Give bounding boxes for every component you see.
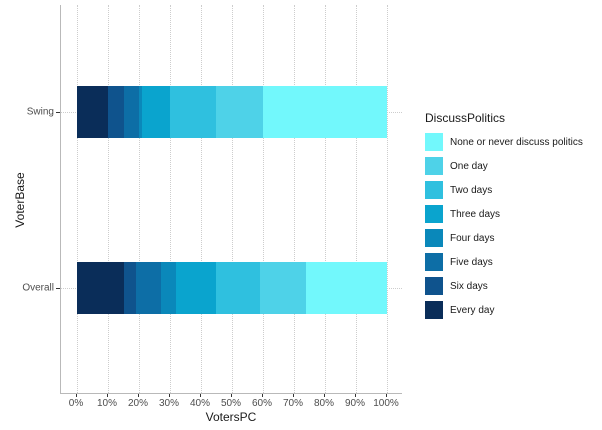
legend-label: Four days [450, 232, 495, 244]
bar-segment [306, 262, 387, 314]
y-category-label: Swing [26, 106, 54, 118]
legend-item: Three days [425, 205, 583, 223]
x-tick-mark [76, 394, 77, 397]
gridline-vertical [356, 5, 357, 393]
legend-title: DiscussPolitics [425, 111, 506, 125]
legend-label: Six days [450, 280, 488, 292]
x-tick-label: 50% [220, 398, 242, 409]
x-tick-label: 80% [313, 398, 335, 409]
gridline-vertical [294, 5, 295, 393]
x-tick-label: 10% [96, 398, 118, 409]
legend-item: None or never discuss politics [425, 133, 583, 151]
legend-item: Every day [425, 301, 583, 319]
x-tick-label: 60% [251, 398, 273, 409]
x-tick-mark [138, 394, 139, 397]
bar-segment [142, 86, 170, 138]
bar-segment [108, 86, 124, 138]
gridline-vertical [263, 5, 264, 393]
gridline-vertical [108, 5, 109, 393]
x-tick-mark [262, 394, 263, 397]
y-category-label: Overall [22, 282, 54, 294]
legend-label: Two days [450, 184, 493, 196]
gridline-vertical [387, 5, 388, 393]
legend-label: Three days [450, 208, 501, 220]
legend-item: Five days [425, 253, 583, 271]
x-axis-title: VotersPC [205, 410, 257, 424]
gridline-vertical [201, 5, 202, 393]
legend-swatch [425, 253, 443, 271]
bar-segment [135, 262, 161, 314]
x-tick-mark [231, 394, 232, 397]
gridline-vertical [77, 5, 78, 393]
gridline-vertical [139, 5, 140, 393]
gridline-vertical [232, 5, 233, 393]
legend-label: Every day [450, 304, 495, 316]
legend-item-list: None or never discuss politics One day Two… [425, 133, 583, 319]
x-tick-label: 0% [68, 398, 84, 409]
y-tick-mark [56, 112, 60, 113]
legend-item: One day [425, 157, 583, 175]
bar-segment [123, 262, 136, 314]
x-tick-label: 70% [282, 398, 304, 409]
y-axis-title: VoterBase [13, 172, 27, 228]
x-tick-mark [293, 394, 294, 397]
x-tick-label: 30% [158, 398, 180, 409]
legend-swatch [425, 157, 443, 175]
bar-segment [262, 86, 387, 138]
bar-row-overall [77, 262, 387, 314]
legend-item: Four days [425, 229, 583, 247]
legend-swatch [425, 205, 443, 223]
legend-label: Five days [450, 256, 493, 268]
legend: DiscussPolitics None or never discuss po… [425, 111, 583, 325]
bar-segment [216, 262, 260, 314]
legend-swatch [425, 181, 443, 199]
x-tick-mark [324, 394, 325, 397]
x-tick-label: 100% [373, 398, 399, 409]
legend-swatch [425, 133, 443, 151]
x-tick-label: 90% [344, 398, 366, 409]
legend-swatch [425, 301, 443, 319]
legend-label: One day [450, 160, 488, 172]
x-tick-mark [169, 394, 170, 397]
bar-segment [139, 86, 143, 138]
legend-swatch [425, 277, 443, 295]
gridline-vertical [325, 5, 326, 393]
gridline-vertical [170, 5, 171, 393]
legend-item: Two days [425, 181, 583, 199]
bar-segment [123, 86, 139, 138]
x-tick-mark [200, 394, 201, 397]
x-tick-mark [107, 394, 108, 397]
bar-segment [176, 262, 217, 314]
bar-segment [259, 262, 307, 314]
x-tick-mark [386, 394, 387, 397]
bar-row-swing [77, 86, 387, 138]
bar-segment [160, 262, 177, 314]
plot-panel [60, 5, 402, 394]
y-tick-mark [56, 288, 60, 289]
legend-item: Six days [425, 277, 583, 295]
bar-segment [169, 86, 217, 138]
bar-segment [77, 262, 124, 314]
x-tick-label: 20% [127, 398, 149, 409]
bar-segment [77, 86, 108, 138]
bar-segment [216, 86, 263, 138]
x-tick-mark [355, 394, 356, 397]
legend-swatch [425, 229, 443, 247]
legend-label: None or never discuss politics [450, 136, 583, 148]
x-tick-label: 40% [189, 398, 211, 409]
